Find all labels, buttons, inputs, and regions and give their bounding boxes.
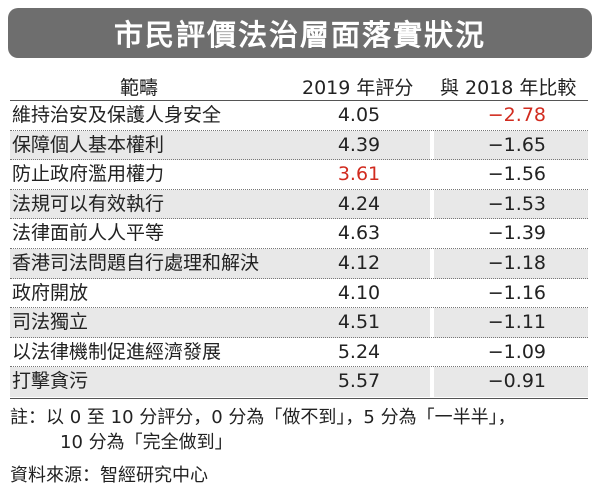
row-divider bbox=[10, 129, 588, 131]
header-score-2019: 2019 年評分 bbox=[302, 77, 414, 99]
table-row: 維持治安及保護人身安全 4.05 −2.78 bbox=[10, 101, 588, 131]
row-score: 4.63 bbox=[288, 219, 434, 249]
row-change: −0.91 bbox=[434, 367, 588, 397]
row-score: 4.39 bbox=[288, 130, 434, 161]
source-credit: 資料來源：智經研究中心 bbox=[10, 465, 208, 486]
footnote-line-1: 註：以 0 至 10 分評分，0 分為「做不到」，5 分為「一半半」， bbox=[10, 407, 516, 428]
header-category: 範疇 bbox=[120, 77, 159, 99]
row-change: −1.65 bbox=[434, 130, 588, 161]
row-change: −1.18 bbox=[434, 248, 588, 279]
row-divider bbox=[10, 336, 588, 338]
footnote-line-2: 10 分為「完全做到」 bbox=[60, 432, 233, 453]
row-change: −1.09 bbox=[487, 340, 546, 363]
table-bottom-rule bbox=[10, 398, 588, 399]
row-score: 5.24 bbox=[288, 337, 434, 368]
row-category: 保障個人基本權利 bbox=[10, 130, 290, 161]
table-body: 維持治安及保護人身安全 4.05 −2.78 保障個人基本權利 4.39 −1.65 防止政… bbox=[10, 101, 588, 397]
rating-table: 範疇 2019 年評分 與 2018 年比較 維持治安及保護人身安全 4.05 −2… bbox=[10, 68, 588, 397]
row-score: 4.10 bbox=[288, 278, 434, 309]
row-score: 3.61 bbox=[288, 160, 434, 190]
page-title: 市民評價法治層面落實狀況 bbox=[113, 18, 486, 52]
row-divider bbox=[10, 247, 588, 249]
table-header: 範疇 2019 年評分 與 2018 年比較 bbox=[10, 68, 588, 101]
table-row: 政府開放 4.10 −1.16 bbox=[10, 278, 588, 309]
row-category: 法規可以有效執行 bbox=[10, 189, 290, 220]
row-change: −1.39 bbox=[487, 222, 546, 245]
table-row: 法規可以有效執行 4.24 −1.53 bbox=[10, 189, 588, 220]
title-banner: 市民評價法治層面落實狀況 bbox=[8, 8, 592, 58]
row-score: 5.57 bbox=[288, 367, 434, 397]
table-row: 香港司法問題自行處理和解決 4.12 −1.18 bbox=[10, 248, 588, 279]
row-divider bbox=[10, 159, 588, 161]
row-score: 4.12 bbox=[288, 248, 434, 279]
row-divider bbox=[10, 218, 588, 220]
row-category: 維持治安及保護人身安全 bbox=[12, 104, 222, 126]
row-category: 司法獨立 bbox=[10, 308, 290, 338]
row-category: 香港司法問題自行處理和解決 bbox=[10, 248, 290, 279]
row-category: 政府開放 bbox=[12, 281, 89, 304]
footnote: 註：以 0 至 10 分評分，0 分為「做不到」，5 分為「一半半」， 10 分… bbox=[10, 405, 516, 455]
table-row: 法律面前人人平等 4.63 −1.39 bbox=[10, 219, 588, 249]
row-divider bbox=[10, 307, 588, 309]
row-score: 4.05 bbox=[288, 101, 434, 131]
row-change: −2.78 bbox=[487, 104, 546, 126]
table-row: 保障個人基本權利 4.39 −1.65 bbox=[10, 130, 588, 161]
row-category: 防止政府濫用權力 bbox=[12, 163, 165, 186]
table-row: 司法獨立 4.51 −1.11 bbox=[10, 308, 588, 338]
row-divider bbox=[10, 188, 588, 190]
row-category: 法律面前人人平等 bbox=[12, 222, 165, 245]
row-score: 4.51 bbox=[288, 308, 434, 338]
table-row: 以法律機制促進經濟發展 5.24 −1.09 bbox=[10, 337, 588, 368]
row-divider bbox=[10, 366, 588, 368]
table-row: 防止政府濫用權力 3.61 −1.56 bbox=[10, 160, 588, 190]
row-divider bbox=[10, 277, 588, 279]
header-change-2018: 與 2018 年比較 bbox=[440, 77, 577, 99]
table-row: 打擊貪污 5.57 −0.91 bbox=[10, 367, 588, 397]
row-category: 打擊貪污 bbox=[10, 367, 290, 397]
row-change: −1.53 bbox=[434, 189, 588, 220]
row-score: 4.24 bbox=[288, 189, 434, 220]
row-change: −1.16 bbox=[487, 281, 546, 304]
row-change: −1.11 bbox=[434, 308, 588, 338]
row-category: 以法律機制促進經濟發展 bbox=[12, 340, 222, 363]
row-change: −1.56 bbox=[487, 163, 546, 186]
